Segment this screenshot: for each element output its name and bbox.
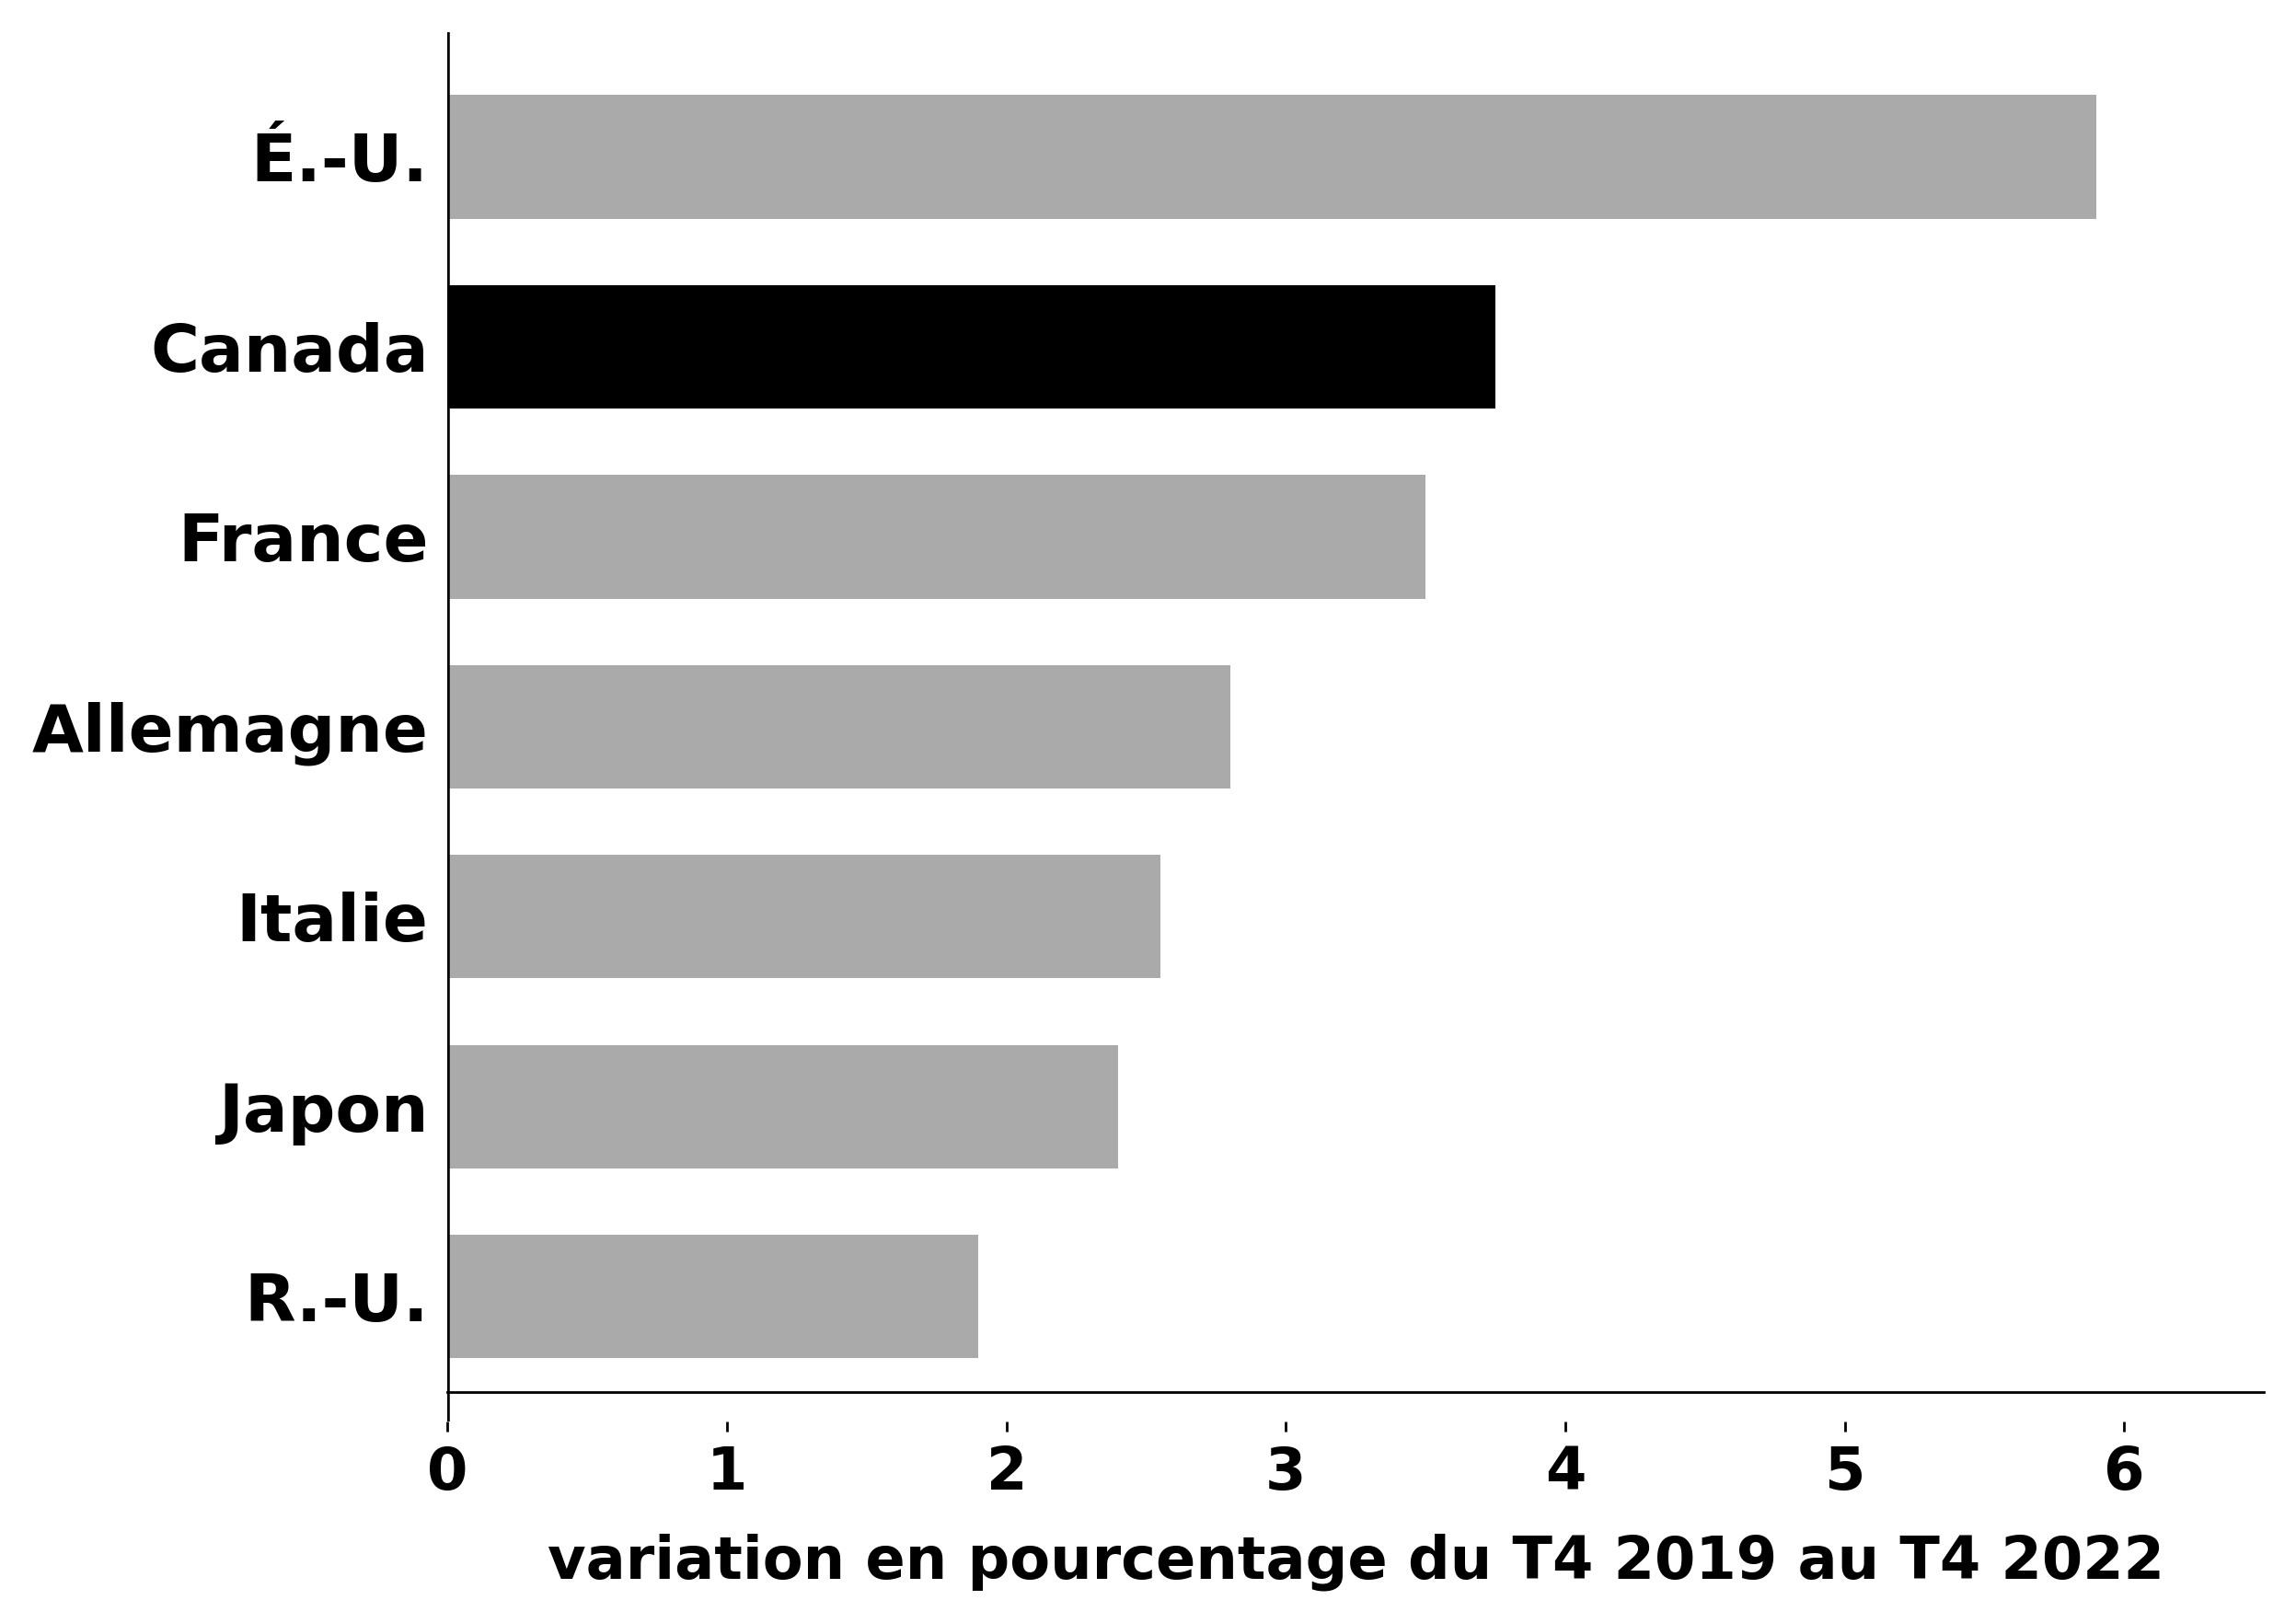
Bar — [448, 96, 2096, 219]
Bar — [448, 1235, 978, 1358]
Bar — [448, 1045, 1118, 1169]
Bar — [448, 286, 1495, 409]
Bar — [448, 855, 1159, 979]
X-axis label: variation en pourcentage du T4 2019 au T4 2022: variation en pourcentage du T4 2019 au T… — [546, 1534, 2165, 1591]
Bar — [448, 665, 1231, 789]
Bar — [448, 476, 1426, 599]
